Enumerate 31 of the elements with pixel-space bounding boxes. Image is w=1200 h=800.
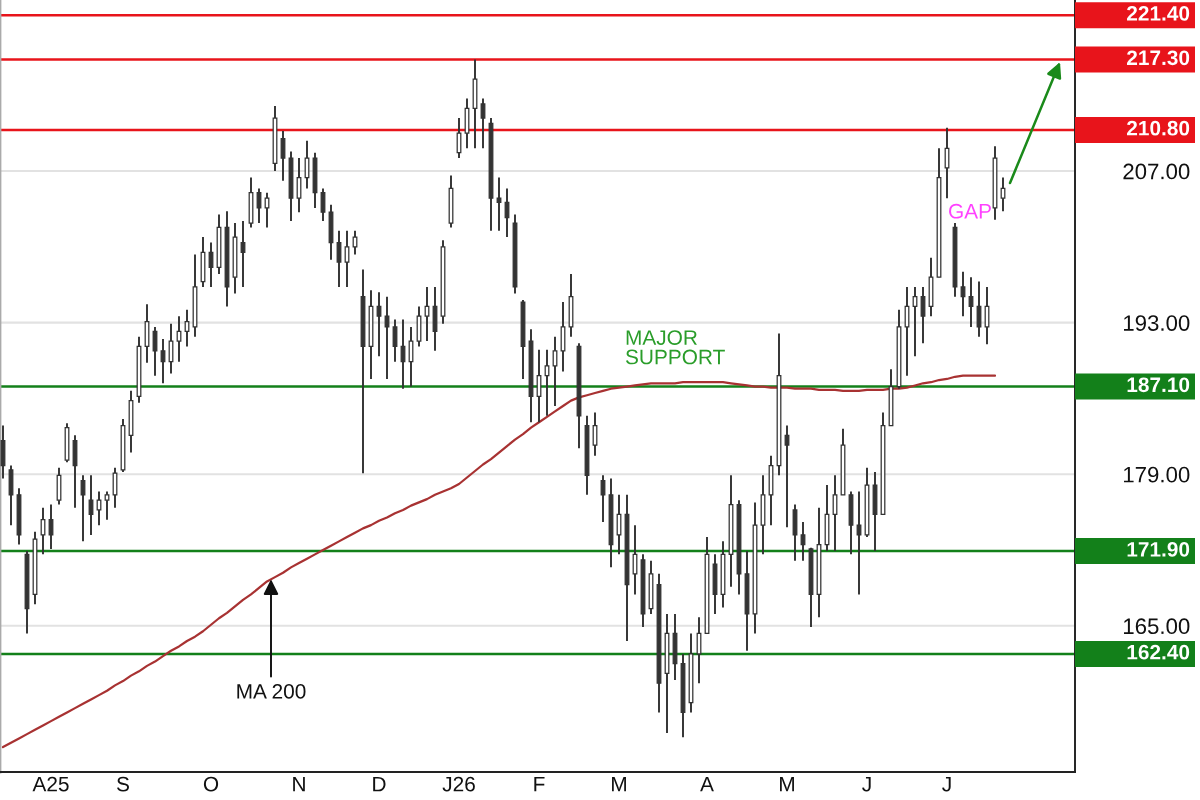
candlestick	[856, 490, 862, 596]
candlestick	[264, 191, 270, 229]
x-tick-label: J	[862, 776, 871, 792]
x-tick-label: S	[117, 776, 129, 792]
x-tick-label: A	[700, 776, 714, 792]
candlestick	[104, 490, 110, 521]
ref-line-label: 221.40	[1127, 6, 1190, 21]
annotation: MA 200	[237, 684, 306, 699]
y-tick-label: 179.00	[1124, 466, 1190, 483]
ref-line-label: 210.80	[1127, 120, 1190, 136]
x-tick-label: D	[373, 776, 386, 792]
x-tick-label: M	[780, 776, 794, 792]
ref-line-label: 171.90	[1127, 541, 1190, 557]
y-tick-label: 193.00	[1124, 315, 1190, 331]
x-tick-label: J	[942, 776, 951, 792]
line-series	[1, 374, 997, 749]
x-tick-label: N	[293, 776, 305, 792]
ref-line-label: 187.10	[1127, 377, 1190, 393]
x-tick-label: M	[612, 776, 626, 792]
ref-line-label: 217.30	[1127, 50, 1190, 66]
annotation: MAJOR SUPPORT	[625, 330, 725, 365]
x-tick-label: A25	[32, 776, 69, 792]
x-tick-label: O	[203, 776, 219, 792]
candlestick	[496, 176, 502, 232]
ref-line-label: 162.40	[1127, 644, 1190, 660]
x-tick-label: J26	[442, 776, 475, 792]
annotation: GAP	[949, 203, 991, 219]
x-tick-label: F	[534, 776, 545, 792]
y-tick-label: 207.00	[1123, 163, 1190, 180]
candlestick	[352, 229, 358, 256]
y-tick-label: 165.00	[1124, 618, 1190, 635]
